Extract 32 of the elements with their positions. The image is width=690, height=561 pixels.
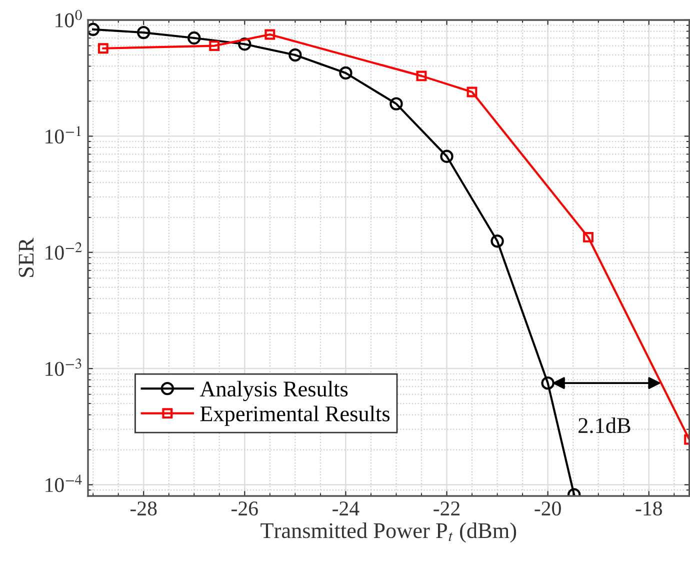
x-axis-title: Transmitted Power P$_{t}$ (dBm) [260,522,516,543]
point [583,232,594,242]
point [466,86,478,98]
legend-label: Analysis Results [200,380,348,402]
y-tick-label: 10$^{−3}$ [46,358,82,376]
x-tick-label: -22 [434,502,460,516]
y-tick-label: 10$^{0}$ [56,10,82,28]
point [339,66,352,80]
point [188,31,201,45]
point [541,376,554,390]
point [209,40,220,51]
point [88,22,100,36]
x-tick-label: -24 [332,502,360,516]
x-tick-label: -26 [232,502,258,516]
y-axis-title: SER [18,238,34,277]
y-tick-label: 10$^{−4}$ [46,474,82,492]
legend-label: Experimental Results [200,406,390,426]
point [490,234,504,248]
point [136,26,150,40]
point [416,70,427,82]
x-tick-label: -20 [534,501,561,516]
x-tick-label: -18 [636,501,662,516]
point [390,97,403,110]
annotation: 2.1dB [578,417,630,434]
point [288,48,302,62]
point [98,43,108,54]
y-tick-label: 10$^{−2}$ [46,242,82,260]
point [264,29,276,40]
point [440,150,454,163]
x-tick-label: -28 [130,501,157,516]
y-tick-label: 10$^{−1}$ [46,126,81,144]
point [238,38,252,51]
